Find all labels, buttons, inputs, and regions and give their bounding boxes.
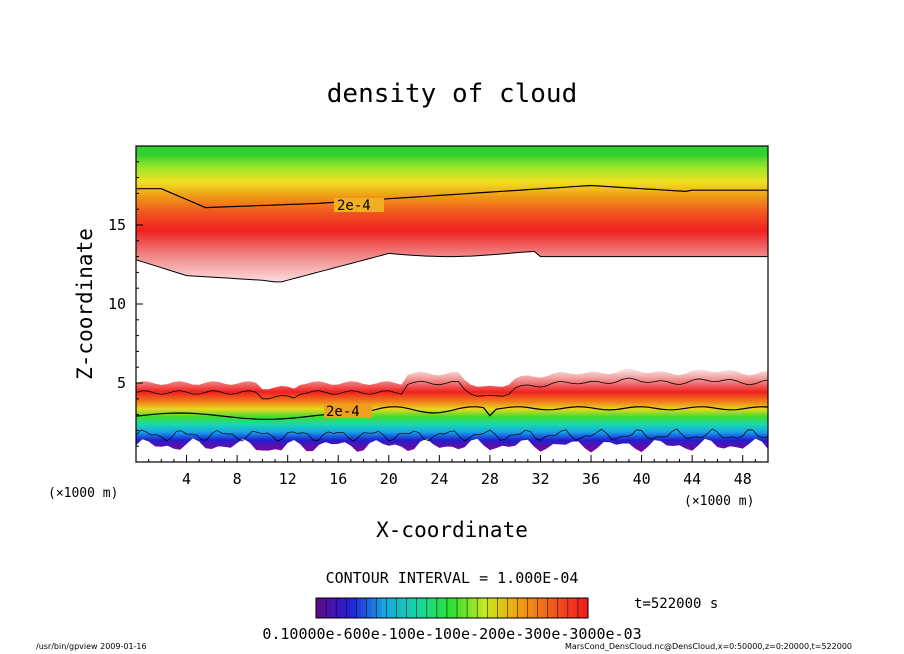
contour-label-group: 2e-4 2e-4 — [324, 198, 384, 420]
contour-line-lower-bottom — [136, 428, 768, 442]
footer-left: /usr/bin/gpview 2009-01-16 — [36, 642, 147, 651]
colorbar-segment — [391, 598, 398, 618]
colorbar-labels: 0.10000e-600e-100e-100e-200e-300e-3000e-… — [262, 625, 641, 643]
x-unit-label: (×1000 m) — [684, 494, 754, 509]
x-tick-label: 36 — [582, 470, 600, 488]
colorbar-segment — [381, 598, 388, 618]
colorbar-segment — [552, 598, 559, 618]
x-tick-label: 12 — [279, 470, 297, 488]
field-area — [136, 146, 768, 453]
colorbar-segment — [527, 598, 534, 618]
colorbar-segment — [467, 598, 473, 618]
colorbar-segment — [411, 598, 418, 618]
colorbar-segment — [577, 598, 584, 618]
colorbar-segment — [431, 598, 438, 618]
colorbar-segment — [436, 598, 443, 618]
y-tick-label: 10 — [108, 295, 126, 313]
colorbar-segment — [517, 598, 524, 618]
colorbar-segment — [331, 598, 337, 618]
colorbar-segment — [356, 598, 362, 618]
contour-line-upper-top — [136, 184, 768, 209]
x-axis-label: X-coordinate — [376, 518, 528, 542]
y-axis-label: Z-coordinate — [73, 228, 97, 380]
x-tick-label: 20 — [380, 470, 398, 488]
colorbar-segment — [326, 598, 332, 618]
colorbar-segment — [346, 598, 352, 618]
colorbar-segment — [457, 598, 463, 618]
colorbar-segment — [416, 598, 423, 618]
colorbar-segment — [507, 598, 513, 618]
x-tick-label: 4 — [182, 470, 191, 488]
colorbar-segment — [522, 598, 529, 618]
colorbar-segment — [361, 598, 367, 618]
colorbar-segment — [371, 598, 377, 618]
colorbar-segment — [542, 598, 549, 618]
contour-line-upper-bottom — [136, 250, 768, 283]
colorbar-segment — [446, 598, 453, 618]
colorbar — [315, 597, 589, 619]
colorbar-segment — [512, 598, 518, 618]
colorbar-segment — [401, 598, 408, 618]
contour-interval-text: CONTOUR INTERVAL = 1.000E-04 — [326, 569, 579, 587]
colorbar-segment — [396, 598, 403, 618]
upper-cloud-layer — [136, 146, 768, 282]
colorbar-segment — [341, 598, 347, 618]
colorbar-segment — [316, 598, 322, 618]
contour-line-lower-top — [136, 377, 768, 400]
y-unit-label: (×1000 m) — [48, 486, 118, 501]
y-ticks: 5 10 15 — [108, 145, 143, 463]
colorbar-segment — [441, 598, 448, 618]
colorbar-segment — [386, 598, 393, 618]
colorbar-segment — [462, 598, 468, 618]
x-tick-label: 24 — [430, 470, 448, 488]
colorbar-segment — [336, 598, 342, 618]
x-tick-label: 48 — [734, 470, 752, 488]
colorbar-segment — [406, 598, 413, 618]
colorbar-segment — [366, 598, 372, 618]
x-ticks: 4 8 12 16 20 24 28 32 36 40 44 48 — [135, 455, 769, 488]
colorbar-segment — [376, 598, 382, 618]
contour-label-upper: 2e-4 — [337, 198, 371, 214]
colorbar-segment — [582, 598, 589, 618]
x-tick-label: 16 — [329, 470, 347, 488]
colorbar-segment — [426, 598, 433, 618]
contour-line-lower-mid — [136, 406, 768, 420]
chart-title: density of cloud — [327, 79, 577, 109]
colorbar-segment — [532, 598, 539, 618]
time-label: t=522000 s — [634, 596, 718, 612]
colorbar-segment — [492, 598, 498, 618]
y-tick-label: 5 — [117, 374, 126, 392]
x-tick-label: 28 — [481, 470, 499, 488]
colorbar-segment — [497, 598, 503, 618]
colorbar-segment — [487, 598, 493, 618]
footer-right: MarsCond_DensCloud.nc@DensCloud,x=0:5000… — [564, 642, 852, 651]
colorbar-segment — [472, 598, 478, 618]
colorbar-segment — [351, 598, 357, 618]
colorbar-frame — [315, 597, 589, 619]
x-tick-label: 8 — [233, 470, 242, 488]
contour-label-lower: 2e-4 — [326, 404, 360, 420]
colorbar-segment — [452, 598, 458, 618]
x-tick-label: 44 — [683, 470, 701, 488]
colorbar-segment — [562, 598, 569, 618]
y-tick-label: 15 — [108, 216, 126, 234]
colorbar-segment — [537, 598, 544, 618]
colorbar-segment — [547, 598, 554, 618]
colorbar-segment — [482, 598, 488, 618]
colorbar-segment — [502, 598, 508, 618]
colorbar-segment — [321, 598, 327, 618]
colorbar-segment — [421, 598, 428, 618]
x-tick-label: 32 — [531, 470, 549, 488]
colorbar-segment — [557, 598, 564, 618]
colorbar-segment — [567, 598, 574, 618]
colorbar-segment — [477, 598, 483, 618]
x-tick-label: 40 — [633, 470, 651, 488]
colorbar-segment — [572, 598, 579, 618]
